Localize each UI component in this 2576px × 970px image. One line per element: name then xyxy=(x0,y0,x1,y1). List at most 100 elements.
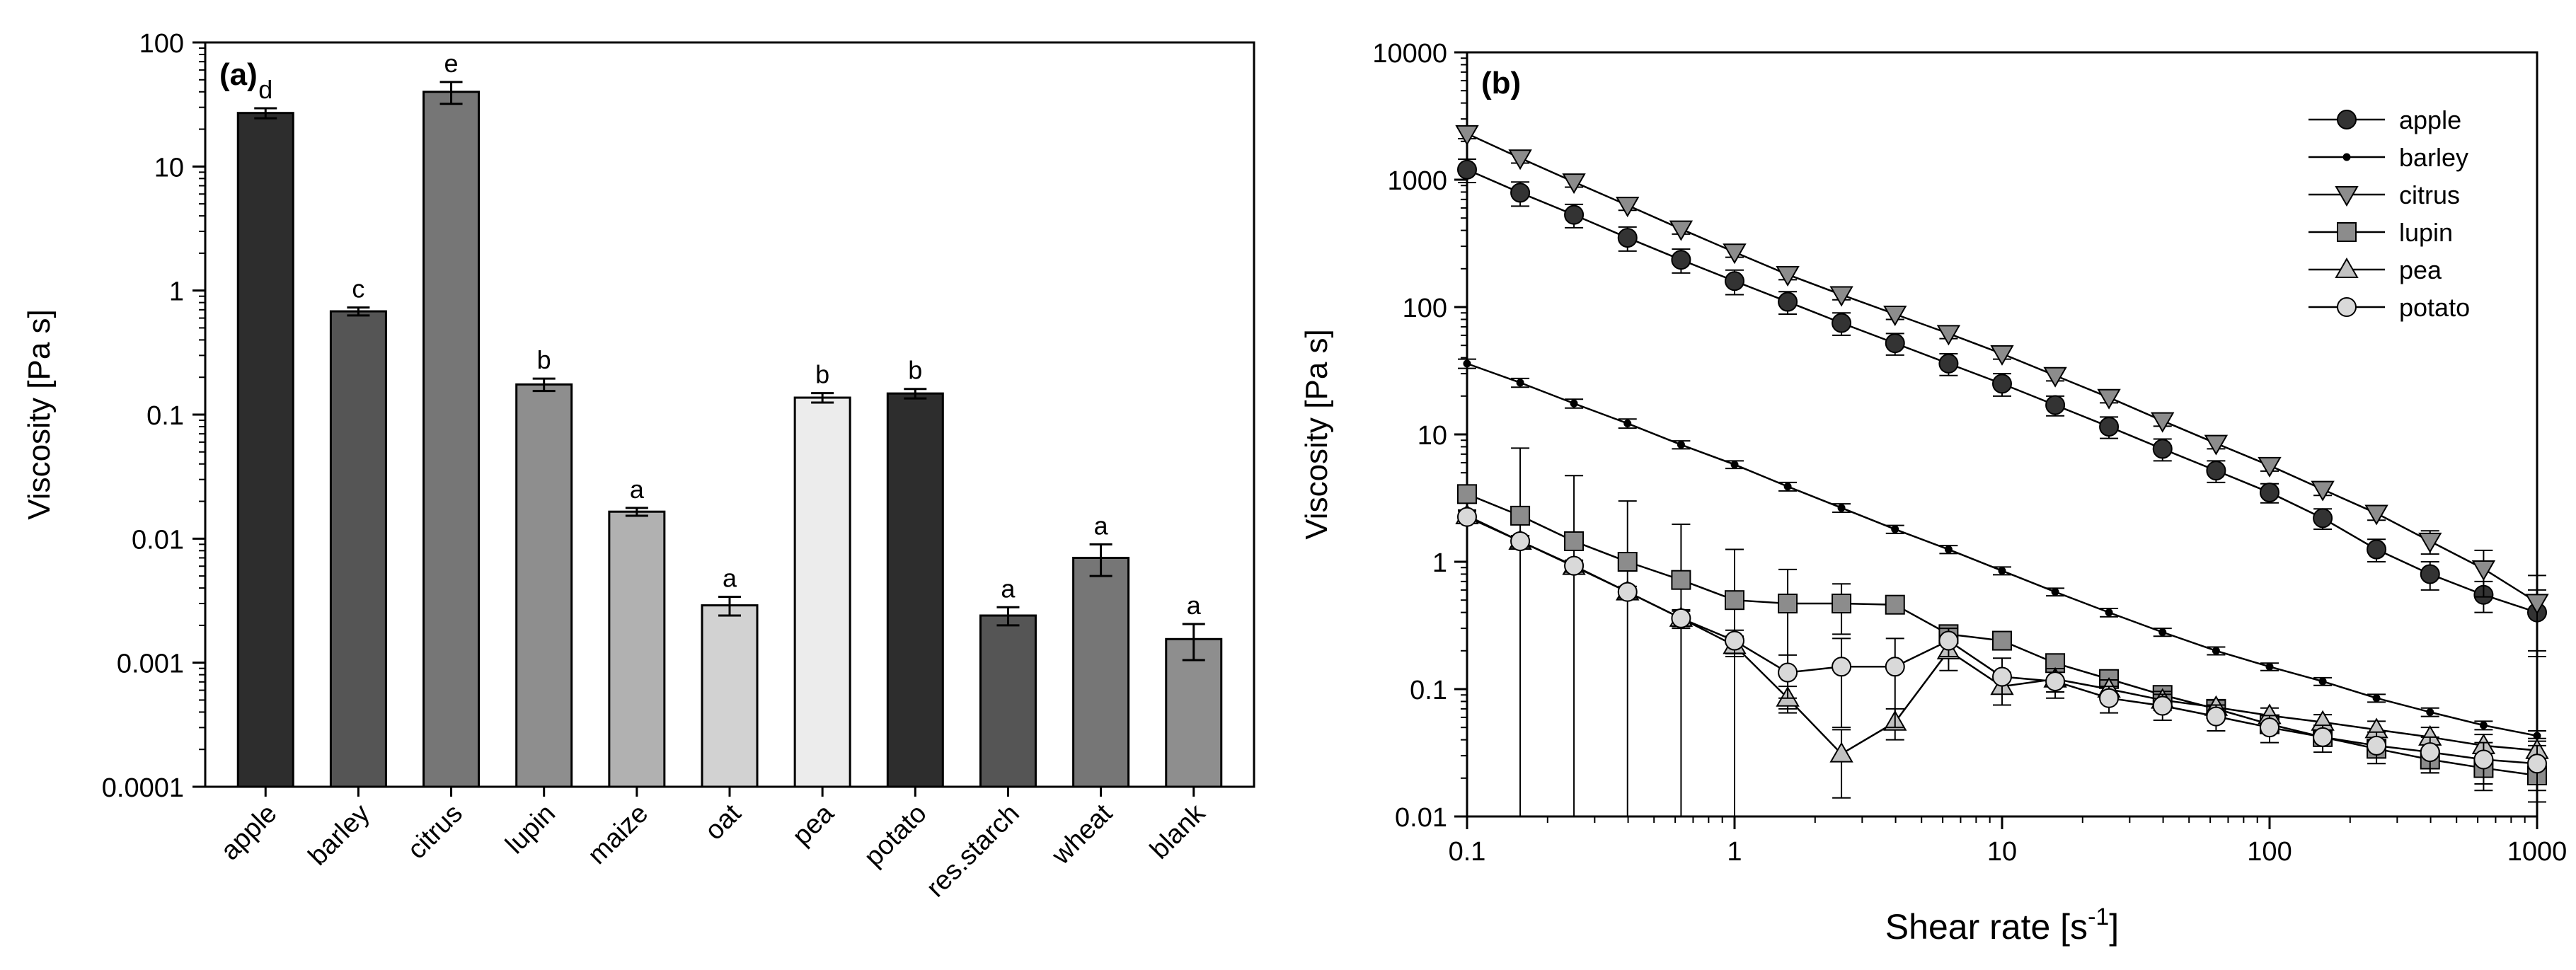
x-tick-label: apple xyxy=(215,799,282,866)
data-point-potato xyxy=(2473,749,2494,770)
data-point-potato xyxy=(1778,662,1798,683)
y-tick-label: 1 xyxy=(169,277,184,307)
legend-item-pea: pea xyxy=(2308,255,2442,284)
panel-b-y-axis-label: Viscosity [Pa s] xyxy=(1299,329,1334,540)
data-point-lupin xyxy=(1885,594,1905,615)
data-point-apple xyxy=(1617,228,1638,248)
data-point-barley xyxy=(1677,441,1685,449)
data-point-barley xyxy=(1463,359,1471,368)
data-point-barley xyxy=(2158,628,2167,637)
data-point-lupin xyxy=(1457,484,1477,504)
bar-oat xyxy=(701,604,759,788)
y-tick-label: 100 xyxy=(139,29,184,59)
x-tick-label: oat xyxy=(699,798,747,845)
data-point-apple xyxy=(1510,183,1531,203)
bar-blank xyxy=(1165,637,1223,788)
panel-a-bars: d c e b a a b b a a a xyxy=(236,49,1223,788)
significance-letter: d xyxy=(258,75,272,104)
data-point-lupin xyxy=(1992,630,2012,651)
x-tick-label: 10 xyxy=(1987,837,2017,867)
legend-label: barley xyxy=(2399,143,2468,172)
data-point-apple xyxy=(2260,483,2279,503)
data-point-barley xyxy=(2051,588,2059,596)
panel-b-legend: apple barley citrus lupin pea potato xyxy=(2308,105,2470,322)
x-tick-label: citrus xyxy=(402,799,468,865)
data-point-barley xyxy=(1944,545,1953,554)
y-tick-label: 1 xyxy=(1432,548,1447,578)
data-point-citrus xyxy=(2151,412,2175,433)
data-point-apple xyxy=(1457,159,1477,180)
data-point-potato xyxy=(1725,630,1744,651)
x-tick-label: 100 xyxy=(2247,837,2292,867)
bar-maize xyxy=(608,510,666,788)
data-point-barley xyxy=(1516,379,1524,387)
panel-a-bar-chart: 0.0001 0.001 0.01 0.1 1 10 100 d c e b a a b b a a a app… xyxy=(22,29,1255,903)
data-point-barley xyxy=(1570,399,1578,408)
data-point-barley xyxy=(1998,567,2006,575)
data-point-potato xyxy=(2152,695,2173,716)
data-point-citrus xyxy=(2043,366,2067,388)
data-point-barley xyxy=(1730,461,1739,469)
x-tick-label: barley xyxy=(303,799,376,872)
significance-letter: a xyxy=(1001,574,1016,603)
data-point-pea xyxy=(1829,741,1853,763)
data-point-potato xyxy=(1617,582,1638,602)
legend-label: pea xyxy=(2399,255,2442,284)
x-tick-label: wheat xyxy=(1046,798,1118,870)
x-tick-label: maize xyxy=(582,799,654,870)
x-tick-label: 0.1 xyxy=(1449,837,1486,867)
data-point-potato xyxy=(2313,727,2333,747)
y-tick-label: 10 xyxy=(1418,421,1447,451)
data-point-potato xyxy=(2367,735,2387,756)
data-point-citrus xyxy=(2525,594,2549,615)
data-point-citrus xyxy=(1883,305,1907,326)
data-point-citrus xyxy=(1829,286,1853,307)
data-point-apple xyxy=(2420,564,2440,584)
data-point-citrus xyxy=(1669,220,1694,241)
x-axis-label-main: Shear rate [s xyxy=(1885,907,2088,947)
data-point-potato xyxy=(2420,742,2440,763)
data-point-apple xyxy=(1564,204,1585,225)
significance-letter: b xyxy=(908,356,922,385)
series-potato xyxy=(1457,507,2547,792)
significance-letter: a xyxy=(1187,591,1202,620)
legend-label: potato xyxy=(2399,293,2470,322)
legend-item-potato: potato xyxy=(2308,293,2470,322)
data-point-potato xyxy=(2206,706,2226,727)
legend-marker xyxy=(2337,297,2357,317)
data-point-citrus xyxy=(1776,266,1800,287)
significance-letter: b xyxy=(815,360,829,389)
y-tick-label: 10 xyxy=(154,153,184,183)
data-point-citrus xyxy=(1936,325,1961,346)
y-tick-label: 10000 xyxy=(1372,39,1447,69)
data-point-apple xyxy=(1778,291,1798,312)
data-point-apple xyxy=(1671,250,1691,270)
panel-b-x-axis-label: Shear rate [s-1] xyxy=(1885,903,2119,947)
data-point-barley xyxy=(2372,694,2381,703)
panel-b-x-ticks: 0.1 1 10 100 1000 xyxy=(1449,816,2567,867)
data-point-apple xyxy=(2313,508,2333,529)
y-tick-label: 0.1 xyxy=(146,401,184,431)
y-tick-label: 0.001 xyxy=(117,649,184,679)
significance-letter: a xyxy=(630,475,645,504)
bar-citrus xyxy=(422,91,481,788)
x-axis-label-end: ] xyxy=(2109,907,2119,947)
data-point-barley xyxy=(2318,677,2327,686)
legend-marker xyxy=(2335,185,2359,207)
y-tick-label: 0.01 xyxy=(1395,803,1447,833)
data-point-apple xyxy=(1938,353,1959,374)
series-barley xyxy=(1458,358,2546,742)
series-citrus xyxy=(1455,125,2549,658)
legend-label: apple xyxy=(2399,105,2461,134)
data-point-barley xyxy=(2105,608,2113,617)
data-point-potato xyxy=(1832,657,1852,677)
panel-b-y-ticks: 0.01 0.1 1 10 100 1000 10000 xyxy=(1372,39,1467,833)
bar-pea xyxy=(793,396,851,788)
significance-letter: b xyxy=(537,345,551,374)
data-point-citrus xyxy=(2471,560,2496,581)
data-point-apple xyxy=(1832,313,1852,333)
significance-letter: c xyxy=(352,275,364,304)
data-point-potato xyxy=(1510,531,1531,551)
